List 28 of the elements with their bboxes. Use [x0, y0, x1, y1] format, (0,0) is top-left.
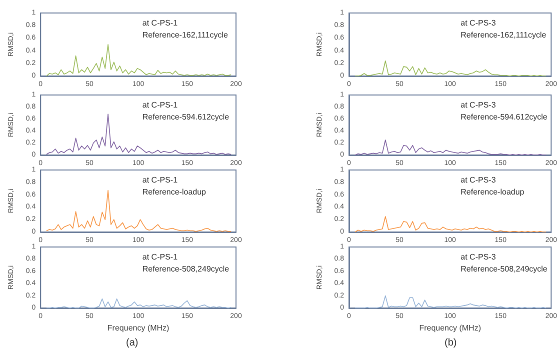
line-series	[46, 190, 232, 232]
line-series	[46, 298, 232, 308]
text: (a)	[126, 338, 138, 348]
annotation: Reference-loadup	[142, 188, 207, 196]
annotation: at C-PS-1	[142, 252, 178, 262]
line-series	[46, 44, 232, 76]
annotation: at C-PS-3	[460, 100, 496, 110]
line-series	[354, 295, 547, 308]
line-series	[354, 60, 547, 76]
annotation: at C-PS-3	[460, 18, 496, 28]
line-series	[354, 216, 547, 232]
annotation: at C-PS-1	[142, 100, 178, 110]
annotation: Reference-508,249cycle	[460, 264, 548, 274]
annotation: Reference-594.612cycle	[142, 112, 230, 122]
line-series	[46, 114, 232, 155]
text: (b)	[444, 338, 457, 348]
annotation: at C-PS-3	[460, 176, 496, 184]
annotation: at C-PS-3	[460, 252, 496, 262]
annotation: Reference-162,111cycle	[142, 30, 228, 40]
annotation: Reference-508,249cycle	[142, 264, 230, 274]
annotation: Reference-594.612cycle	[460, 112, 548, 122]
annotation: Reference-162,111cycle	[460, 30, 547, 40]
annotation: at C-PS-1	[142, 18, 178, 28]
x-axis-title: Frequency (MHz)	[419, 324, 482, 332]
annotation: at C-PS-1	[142, 176, 178, 184]
annotation: Reference-loadup	[460, 188, 525, 196]
line-series	[354, 140, 547, 156]
x-axis-title: Frequency (MHz)	[107, 324, 170, 332]
